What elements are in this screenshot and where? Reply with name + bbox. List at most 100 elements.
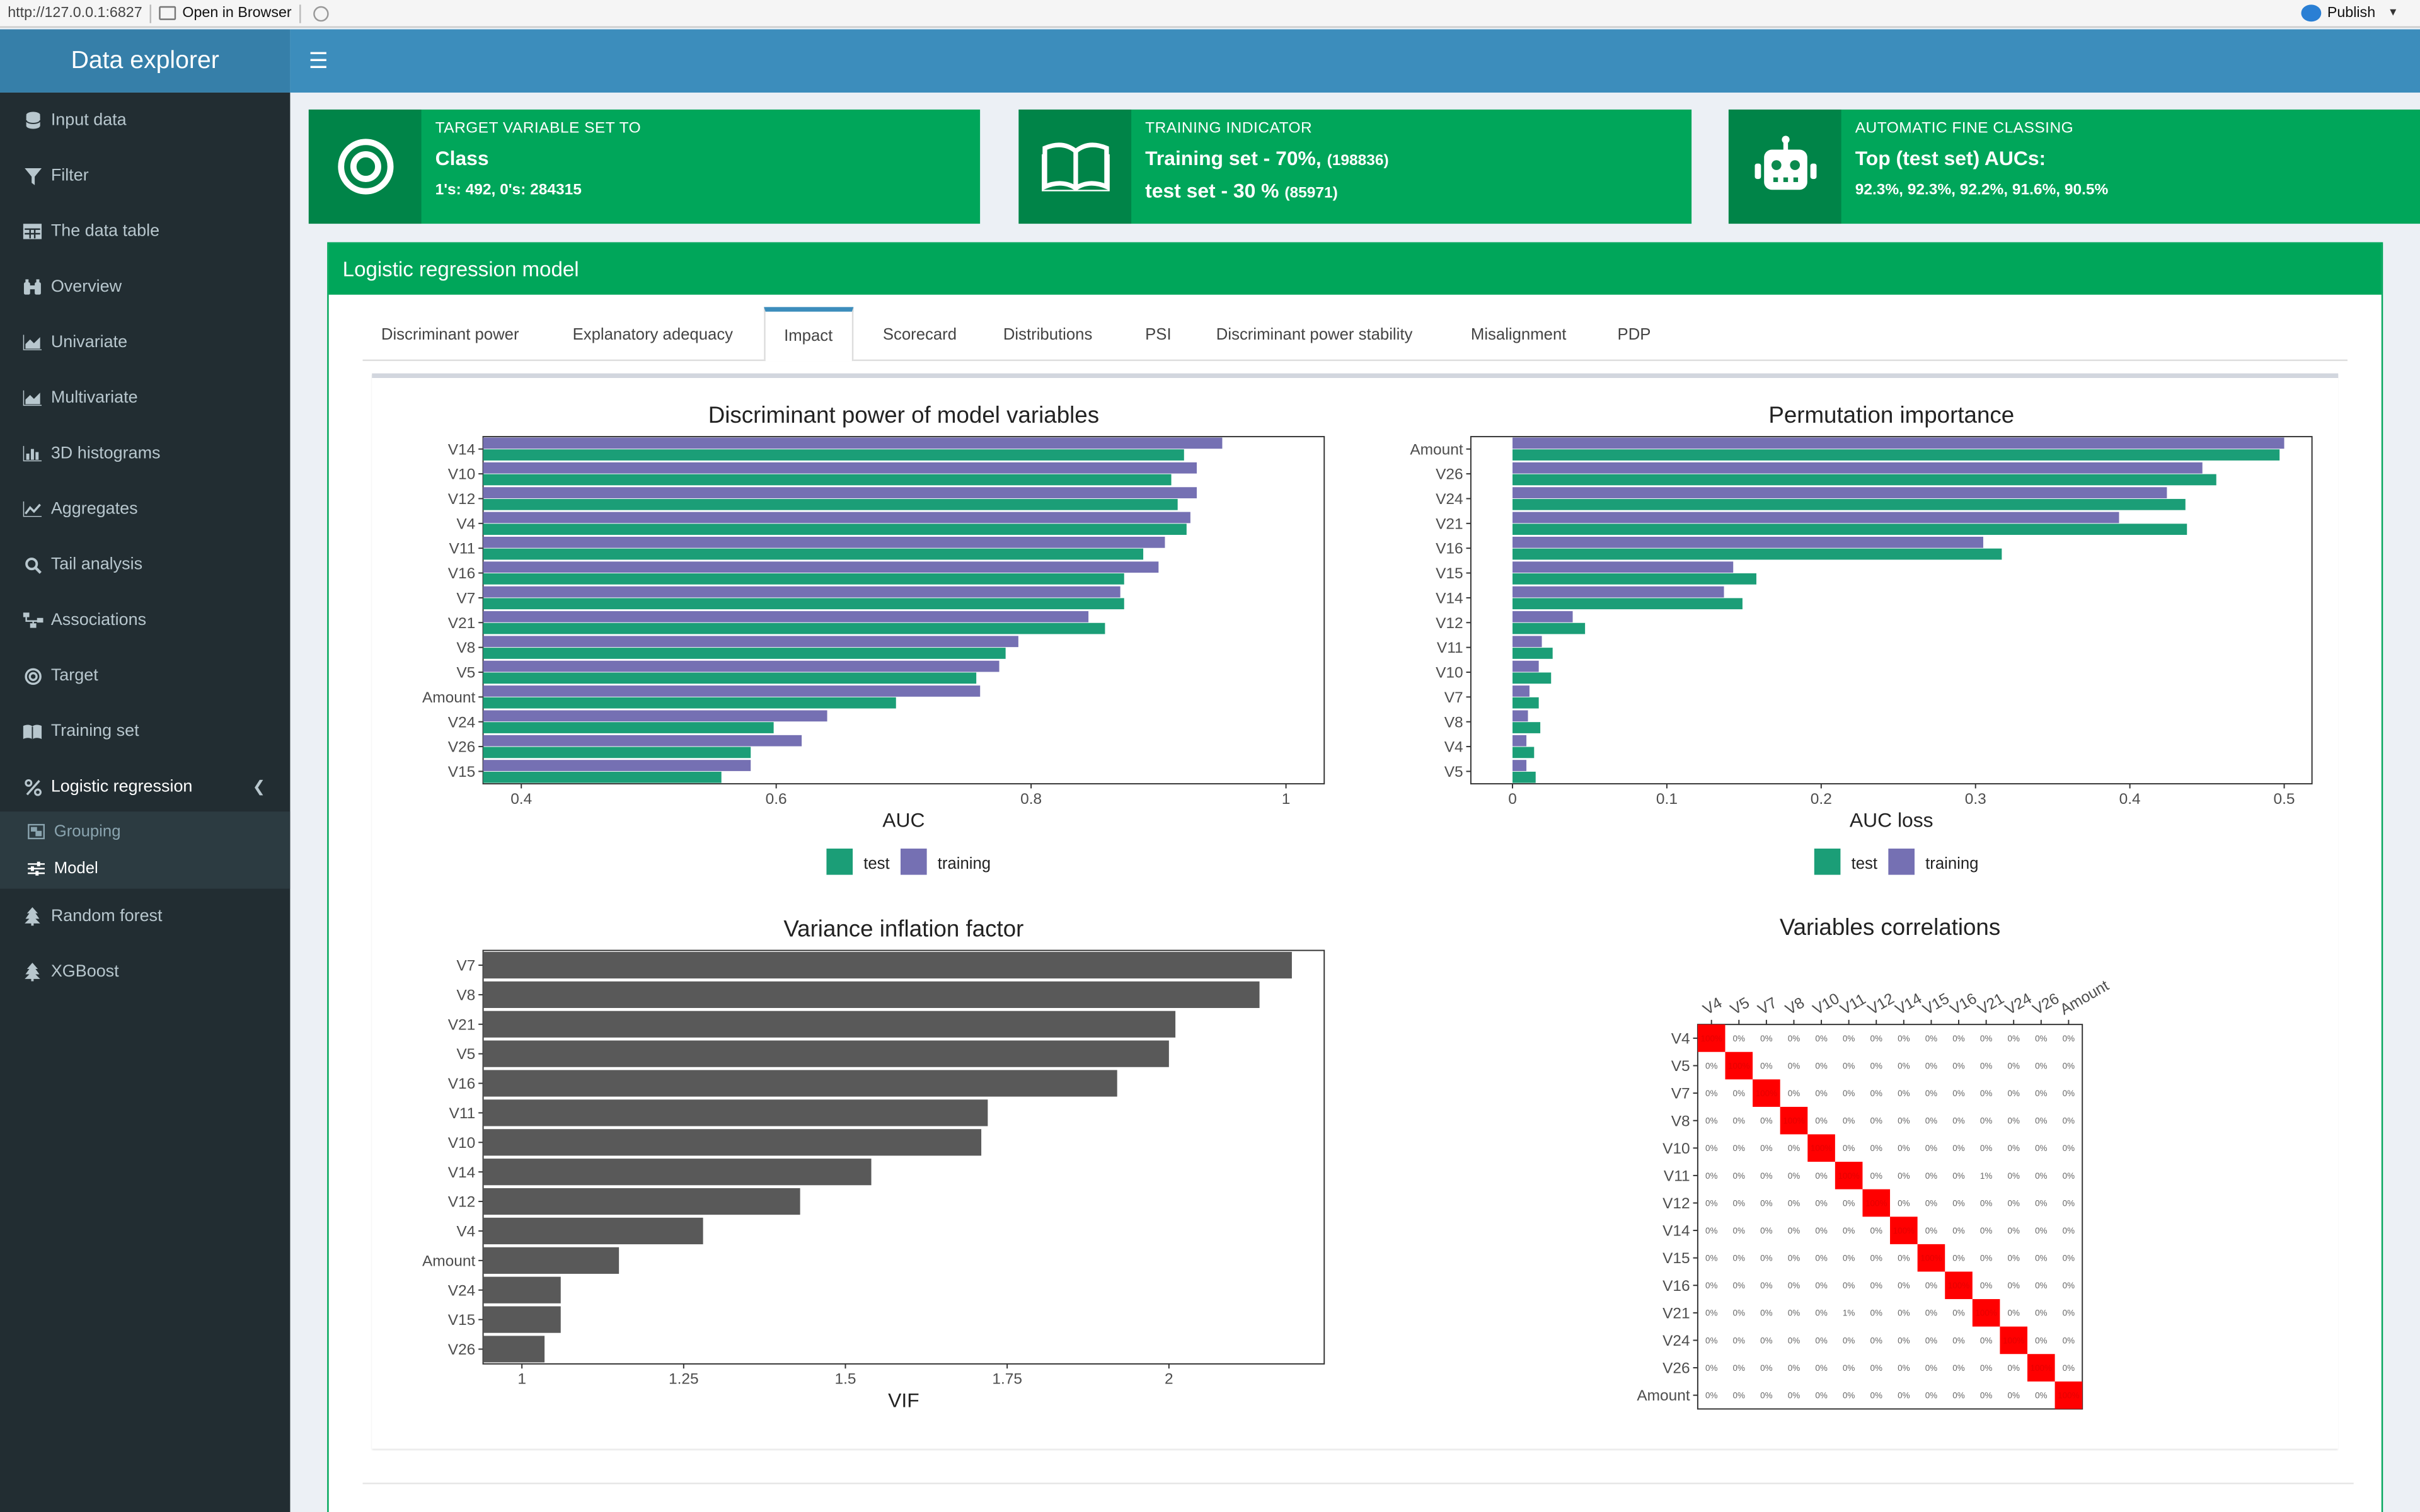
- x-tick-label: 1.5: [834, 1371, 856, 1388]
- cell-label: 0%: [1760, 1034, 1772, 1043]
- refresh-icon[interactable]: [313, 5, 329, 21]
- sidebar-item-input-data[interactable]: Input data: [0, 93, 290, 148]
- y-tick-label: V14: [448, 441, 476, 458]
- sidebar-item-label: Filter: [50, 166, 89, 185]
- cell-label: 0%: [1870, 1281, 1882, 1290]
- cell-label: 0%: [1952, 1089, 1964, 1098]
- sidebar-item-training-set[interactable]: Training set: [0, 704, 290, 759]
- sidebar-item-univariate[interactable]: Univariate: [0, 315, 290, 370]
- sidebar-item-target[interactable]: Target: [0, 648, 290, 704]
- bar-test: [483, 771, 722, 783]
- cell-label: 0%: [1788, 1336, 1800, 1345]
- sidebar-subitem-model[interactable]: Model: [0, 850, 290, 887]
- infobox-value: Training set - 70%, (198836): [1145, 147, 1388, 170]
- sidebar-item-aggregates[interactable]: Aggregates: [0, 481, 290, 537]
- cell-label: 0%: [1925, 1089, 1937, 1098]
- cell-label: 0%: [1952, 1143, 1964, 1153]
- tree-icon: [21, 963, 43, 982]
- tab-pdp[interactable]: PDP: [1599, 309, 1669, 361]
- sidebar-item-tail-analysis[interactable]: Tail analysis: [0, 537, 290, 592]
- sidebar-item-filter[interactable]: Filter: [0, 148, 290, 203]
- bar-test: [1512, 771, 1536, 783]
- tab-distributions[interactable]: Distributions: [984, 309, 1110, 361]
- x-tick-label: 0.5: [2274, 791, 2295, 808]
- cell-label: 0%: [1843, 1254, 1855, 1263]
- sidebar-item-3d-histograms[interactable]: 3D histograms: [0, 426, 290, 481]
- sidebar-item-data-table[interactable]: The data table: [0, 203, 290, 259]
- x-axis-label: AUC: [882, 809, 925, 832]
- infobox-training-indicator: TRAINING INDICATOR Training set - 70%, (…: [1018, 109, 1692, 224]
- tab-discriminant-power-stability[interactable]: Discriminant power stability: [1197, 309, 1431, 361]
- cell-label: 0%: [1760, 1116, 1772, 1126]
- publish-button[interactable]: Publish ▼: [2301, 4, 2399, 22]
- sidebar-toggle-icon[interactable]: ☰: [308, 47, 328, 73]
- cell-label: 0%: [1898, 1391, 1910, 1400]
- cell-label: 0%: [1815, 1061, 1827, 1070]
- column-label: Amount: [2058, 977, 2112, 1019]
- bar-training: [483, 512, 1190, 524]
- cell-label: 0%: [1870, 1254, 1882, 1263]
- bar-training: [483, 660, 1000, 672]
- cell-label: 0%: [1870, 1226, 1882, 1235]
- tab-label: Explanatory adequacy: [572, 325, 734, 345]
- y-tick-label: V16: [448, 565, 476, 582]
- bar-test: [1512, 449, 2280, 461]
- heatmap-cell-diagonal: [1862, 1189, 1891, 1217]
- sidebar-subitem-grouping[interactable]: Grouping: [0, 813, 290, 850]
- tab-discriminant-power[interactable]: Discriminant power: [363, 309, 538, 361]
- y-tick-label: V24: [448, 714, 476, 731]
- tree-icon: [21, 907, 43, 926]
- cell-label: 0%: [1733, 1116, 1745, 1126]
- infobox-title: TARGET VARIABLE SET TO: [435, 120, 642, 137]
- cell-label: 0%: [1788, 1171, 1800, 1181]
- heatmap-cell-diagonal: [1725, 1051, 1753, 1080]
- cell-label: 0%: [1815, 1198, 1827, 1208]
- tab-label: Discriminant power: [381, 325, 519, 345]
- chevron-left-icon[interactable]: ❮: [252, 778, 266, 796]
- cell-label: 0%: [2007, 1309, 2019, 1318]
- bar-test: [483, 648, 1006, 659]
- infobox-target-variable: TARGET VARIABLE SET TO Class 1's: 492, 0…: [308, 109, 981, 224]
- app-logo[interactable]: Data explorer: [0, 29, 291, 93]
- tab-scorecard[interactable]: Scorecard: [864, 309, 975, 361]
- bar-vif: [483, 1129, 982, 1156]
- sidebar-item-overview[interactable]: Overview: [0, 259, 290, 314]
- sidebar-item-multivariate[interactable]: Multivariate: [0, 370, 290, 426]
- cell-label: 0%: [1705, 1061, 1717, 1070]
- sidebar-item-associations[interactable]: Associations: [0, 592, 290, 648]
- cell-label: 0%: [1870, 1061, 1882, 1070]
- y-tick-label: V24: [448, 1282, 476, 1299]
- training-count: (198836): [1327, 152, 1389, 170]
- cell-label: 100%: [2031, 1363, 2052, 1373]
- infobox-icon-area: [1728, 109, 1841, 224]
- cell-label: 100%: [1975, 1309, 1997, 1318]
- bar-chart-icon: [21, 445, 43, 462]
- tab-impact[interactable]: Impact: [764, 307, 853, 362]
- cell-label: 0%: [2063, 1281, 2075, 1290]
- bar-training: [483, 611, 1089, 622]
- infobox-fine-classing: AUTOMATIC FINE CLASSING Top (test set) A…: [1728, 109, 2420, 224]
- cell-label: 0%: [2035, 1391, 2047, 1400]
- bar-vif: [483, 1217, 703, 1245]
- open-in-browser-button[interactable]: Open in Browser: [159, 4, 292, 21]
- cell-label: 0%: [2063, 1254, 2075, 1263]
- sidebar-item-logistic-regression[interactable]: Logistic regression ❮: [0, 759, 290, 815]
- heatmap-cell-diagonal: [2054, 1381, 2083, 1409]
- sidebar-item-random-forest[interactable]: Random forest: [0, 889, 290, 944]
- tab-explanatory-adequacy[interactable]: Explanatory adequacy: [554, 309, 751, 361]
- bar-vif: [483, 1247, 619, 1274]
- tab-psi[interactable]: PSI: [1127, 309, 1190, 361]
- row-label: Amount: [1637, 1387, 1690, 1404]
- tab-misalignment[interactable]: Misalignment: [1453, 309, 1585, 361]
- cell-label: 0%: [1760, 1336, 1772, 1345]
- cell-label: 0%: [1705, 1309, 1717, 1318]
- infobox-detail: 1's: 492, 0's: 284315: [435, 181, 582, 199]
- cell-label: 0%: [2007, 1116, 2019, 1126]
- sidebar-item-xgboost[interactable]: XGBoost: [0, 944, 290, 1000]
- caret-down-icon[interactable]: ▼: [2387, 8, 2399, 19]
- cell-label: 0%: [2063, 1171, 2075, 1181]
- cell-label: 0%: [1980, 1336, 1992, 1345]
- area-chart-icon: [21, 390, 43, 406]
- bullseye-icon: [21, 667, 43, 684]
- y-tick-label: V16: [448, 1075, 476, 1092]
